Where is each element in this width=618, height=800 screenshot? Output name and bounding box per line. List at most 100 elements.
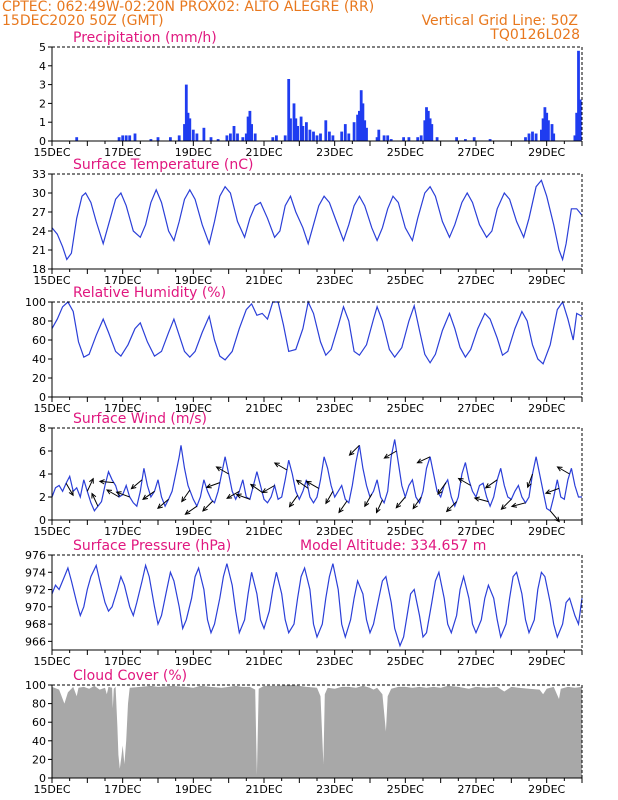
precip-bar <box>527 133 531 141</box>
y-tick-label: 6 <box>39 445 46 458</box>
x-tick-label: 23DEC <box>316 783 353 796</box>
precip-bar <box>541 118 545 141</box>
y-tick-label: 40 <box>32 353 46 366</box>
y-tick-label: 100 <box>25 679 46 692</box>
precip-bar <box>531 131 534 141</box>
header-station-line: CPTEC: 062:49W-02:20N PROX02: ALTO ALEGR… <box>2 0 375 15</box>
y-tick-label: 40 <box>32 735 46 748</box>
x-tick-label: 23DEC <box>316 655 353 668</box>
wind-arrow <box>99 480 114 484</box>
y-tick-label: 0 <box>39 514 46 527</box>
precip-bar <box>423 120 427 141</box>
x-tick-label: 25DEC <box>387 402 424 415</box>
x-tick-label: 19DEC <box>175 525 212 538</box>
panel-title: Surface Temperature (nC) <box>73 157 254 173</box>
precip-bar <box>550 124 554 141</box>
wind-arrow <box>557 466 570 475</box>
precip-bar <box>156 137 160 141</box>
precip-bar <box>188 118 192 141</box>
precip-bar <box>343 124 347 141</box>
x-tick-label: 17DEC <box>104 525 141 538</box>
precip-bar <box>464 139 467 141</box>
wind-arrow <box>226 490 240 499</box>
x-tick-label: 29DEC <box>528 783 565 796</box>
wind-arrow <box>250 483 263 493</box>
x-tick-label: 21DEC <box>245 402 282 415</box>
wind-arrow-head <box>205 483 212 489</box>
header-model-code: TQ0126L028 <box>490 27 580 43</box>
precip-bar <box>195 133 199 141</box>
wind-arrow <box>527 473 533 488</box>
wind-arrow-head <box>215 466 222 472</box>
precip-bar <box>232 126 236 141</box>
precip-bar <box>402 137 405 141</box>
wind-arrow-head <box>249 483 256 489</box>
precip-bar <box>524 137 527 141</box>
wind-arrow-head <box>295 479 302 485</box>
x-tick-label: 25DEC <box>387 274 424 287</box>
x-tick-label: 21DEC <box>245 146 282 159</box>
wind-arrow <box>106 489 120 498</box>
x-tick-label: 27DEC <box>457 402 494 415</box>
precip-bar <box>328 131 331 141</box>
precip-bar <box>128 135 132 141</box>
wind-arrow <box>236 494 251 500</box>
precip-bar <box>361 103 365 141</box>
wind-arrow <box>458 478 471 486</box>
wind-arrow-head <box>437 489 443 496</box>
x-tick-label: 27DEC <box>457 525 494 538</box>
y-tick-label: 33 <box>32 168 46 181</box>
x-tick-label: 17DEC <box>104 402 141 415</box>
x-tick-label: 23DEC <box>316 274 353 287</box>
precip-bar <box>216 139 220 141</box>
wind-arrow <box>181 489 191 502</box>
wind-arrow-head <box>181 496 187 503</box>
precip-bar <box>575 112 579 141</box>
precip-bar <box>133 133 137 141</box>
precip-bar <box>315 135 319 141</box>
wind-arrow-head <box>98 479 105 485</box>
wind-arrow <box>384 450 397 459</box>
precip-bar <box>169 137 172 141</box>
precip-bar <box>246 116 250 141</box>
wind-arrow-head <box>445 506 452 513</box>
x-tick-label: 19DEC <box>175 146 212 159</box>
x-tick-label: 19DEC <box>175 783 212 796</box>
cloud-cover-area <box>52 685 582 778</box>
wind-arrow-head <box>375 507 381 514</box>
wind-arrow <box>417 456 431 464</box>
precip-bar <box>534 133 538 141</box>
precip-bar <box>253 133 257 141</box>
x-tick-label: 21DEC <box>245 525 282 538</box>
precip-bar <box>248 110 252 141</box>
wind-arrow <box>545 487 560 494</box>
wind-arrow-head <box>473 496 480 502</box>
precip-bar <box>577 50 580 141</box>
wind-arrow <box>485 479 498 489</box>
x-tick-label: 27DEC <box>457 655 494 668</box>
precip-bar <box>308 129 312 141</box>
wind-arrow-head <box>261 488 268 494</box>
precip-bar <box>124 135 128 141</box>
precip-bar <box>202 127 206 141</box>
y-tick-label: 1 <box>39 116 46 129</box>
x-tick-label: 19DEC <box>175 274 212 287</box>
wind-arrow-head <box>556 466 563 472</box>
panel-title: Surface Pressure (hPa) <box>73 538 231 554</box>
x-tick-label: 29DEC <box>528 274 565 287</box>
x-tick-label: 23DEC <box>316 402 353 415</box>
precip-bar <box>419 135 423 141</box>
precip-bar <box>299 116 303 141</box>
precip-bar <box>377 129 381 141</box>
precip-bar <box>578 99 582 141</box>
precip-bar <box>287 79 291 141</box>
y-tick-label: 974 <box>25 566 46 579</box>
wind-arrow-head <box>305 480 312 486</box>
precip-bar <box>347 133 351 141</box>
wind-arrow <box>206 482 220 488</box>
wind-arrow-head <box>416 458 423 464</box>
x-tick-label: 27DEC <box>457 783 494 796</box>
wind-arrow-head <box>484 483 491 489</box>
wind-arrow-head <box>202 506 208 512</box>
